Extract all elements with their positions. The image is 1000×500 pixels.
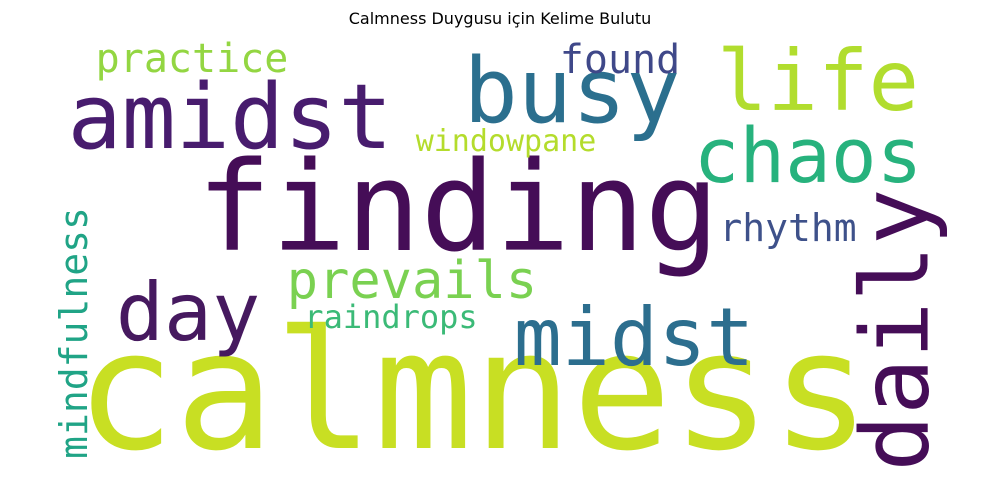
word-midst: midst: [514, 291, 755, 384]
word-windowpane: windowpane: [416, 124, 597, 159]
word-busy: busy: [464, 39, 681, 144]
word-prevails: prevails: [287, 251, 537, 311]
word-chaos: chaos: [694, 111, 923, 200]
word-daily: daily: [842, 189, 951, 472]
word-raindrops: raindrops: [304, 298, 477, 336]
word-amidst: amidst: [67, 65, 392, 170]
word-mindfulness: mindfulness: [52, 207, 96, 459]
word-finding: finding: [197, 136, 720, 280]
word-life: life: [717, 32, 919, 130]
word-day: day: [116, 266, 261, 359]
word-calmness: calmness: [76, 295, 871, 487]
chart-title: Calmness Duygusu için Kelime Bulutu: [348, 9, 652, 28]
word-found: found: [560, 37, 680, 83]
word-practice: practice: [96, 36, 289, 82]
word-rhythm: rhythm: [719, 206, 856, 250]
